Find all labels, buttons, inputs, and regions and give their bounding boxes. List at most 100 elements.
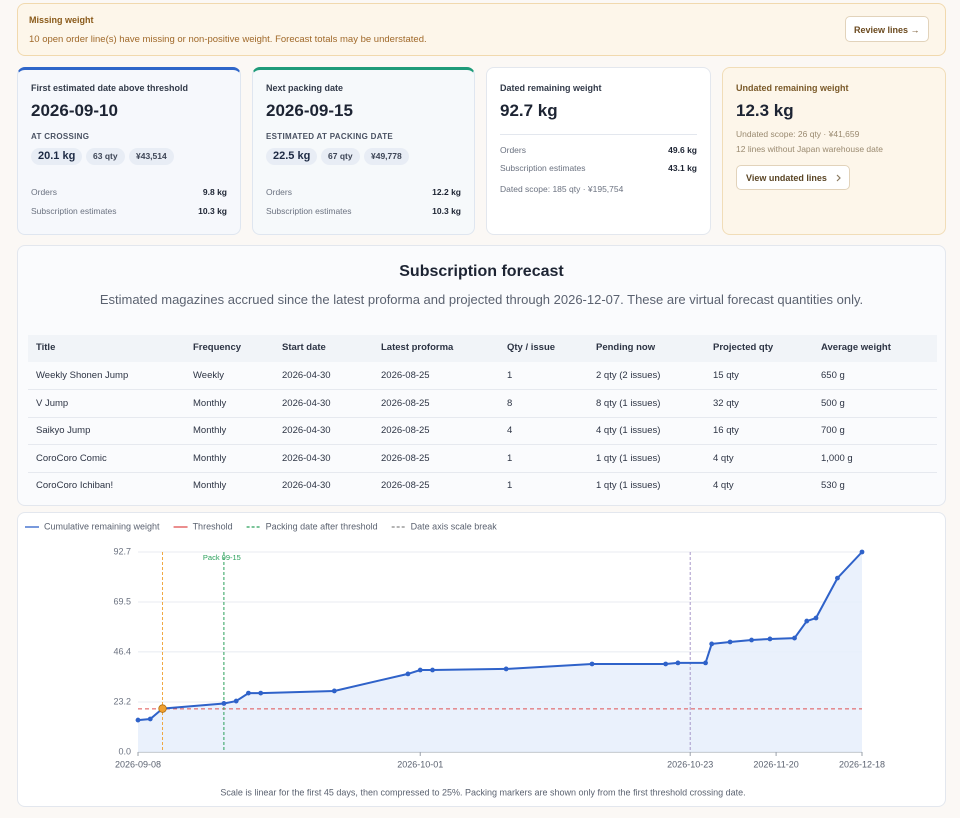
table-cell: 2026-08-25 bbox=[381, 425, 430, 436]
table-cell: 2026-08-25 bbox=[381, 480, 430, 491]
table-cell: 1,000 g bbox=[821, 452, 853, 464]
table-cell: 15 qty bbox=[713, 370, 739, 381]
table-cell: 8 qty (1 issues) bbox=[596, 397, 661, 409]
table-cell: Monthly bbox=[193, 452, 227, 464]
chart-caption: Scale is linear for the first 45 days, t… bbox=[220, 787, 745, 797]
chart: Cumulative remaining weight Threshold Pack… bbox=[25, 521, 885, 797]
card-button[interactable]: View undated lines bbox=[736, 165, 850, 190]
table-cell: 1 bbox=[507, 370, 513, 381]
area bbox=[138, 552, 862, 752]
table-cell: 500 g bbox=[821, 397, 845, 409]
summary-card: First estimated date above threshold 2026… bbox=[17, 67, 241, 235]
row-value: 43.1 kg bbox=[668, 163, 697, 173]
point bbox=[813, 615, 819, 621]
legend-label: Threshold bbox=[193, 521, 233, 531]
card-value: 12.3 kg bbox=[736, 101, 794, 120]
y-tick-label: 46.4 bbox=[113, 646, 131, 656]
table-cell: Weekly Shonen Jump bbox=[36, 370, 129, 381]
table-cell: 2 qty (2 issues) bbox=[596, 370, 661, 381]
alert-title: Missing weight bbox=[29, 15, 94, 25]
point bbox=[663, 661, 669, 667]
y-tick-label: 69.5 bbox=[113, 596, 131, 606]
packing-label: Pack 09-15 bbox=[203, 553, 241, 562]
y-tick-label: 92.7 bbox=[113, 546, 131, 556]
table-cell: 16 qty bbox=[713, 425, 739, 436]
card-title: Dated remaining weight bbox=[500, 83, 602, 93]
table-cell: 650 g bbox=[821, 370, 845, 381]
row-value: 12.2 kg bbox=[432, 187, 461, 197]
summary-card: Next packing date 2026-09-15 ESTIMATED AT … bbox=[252, 67, 475, 235]
x-tick-label: 2026-10-23 bbox=[667, 759, 713, 769]
table-cell: 1 bbox=[507, 480, 513, 491]
forecast-title: Subscription forecast bbox=[399, 263, 564, 280]
divider bbox=[500, 134, 697, 135]
card-note: 12 lines without Japan warehouse date bbox=[736, 144, 883, 154]
point bbox=[135, 717, 141, 723]
y-tick-label: 23.2 bbox=[113, 696, 131, 706]
row-label: Subscription estimates bbox=[31, 206, 117, 216]
review-button[interactable]: Review lines → bbox=[845, 16, 929, 42]
chip: 63 qty bbox=[86, 148, 125, 165]
chip: 67 qty bbox=[321, 148, 360, 165]
table-cell: 4 qty bbox=[713, 480, 734, 491]
card-value: 92.7 kg bbox=[500, 101, 558, 120]
row-divider bbox=[28, 471, 937, 473]
point bbox=[709, 641, 715, 647]
card-title: First estimated date above threshold bbox=[31, 83, 189, 93]
point bbox=[589, 661, 595, 667]
chip: ¥43,514 bbox=[129, 148, 174, 165]
y-tick-label: 0.0 bbox=[118, 746, 131, 756]
card-value: 2026-09-10 bbox=[31, 101, 118, 120]
point bbox=[221, 701, 227, 706]
point bbox=[767, 636, 773, 642]
chip: 20.1 kg bbox=[31, 148, 83, 165]
card-note: Undated scope: 26 qty · ¥41,659 bbox=[736, 129, 860, 139]
card-title: Next packing date bbox=[266, 83, 344, 93]
table-cell: 700 g bbox=[821, 425, 845, 436]
column-header: Start date bbox=[282, 342, 326, 353]
table-cell: 1 qty (1 issues) bbox=[596, 452, 661, 464]
point bbox=[703, 660, 708, 666]
point bbox=[503, 666, 509, 672]
row-divider bbox=[28, 444, 937, 445]
row-divider bbox=[28, 416, 937, 418]
crossing-point bbox=[158, 704, 167, 713]
table-cell: 530 g bbox=[821, 480, 845, 491]
row-value: 10.3 kg bbox=[198, 206, 227, 216]
point bbox=[430, 667, 435, 673]
point bbox=[331, 688, 337, 694]
card-note: Dated scope: 185 qty · ¥195,754 bbox=[500, 184, 624, 194]
table-cell: 2026-04-30 bbox=[282, 370, 331, 381]
alert-banner: Missing weight 10 open order line(s) have… bbox=[17, 3, 946, 56]
row-divider bbox=[28, 389, 937, 390]
table-cell: 1 qty (1 issues) bbox=[596, 480, 661, 491]
summary-card: Undated remaining weight 12.3 kg Undated s… bbox=[722, 67, 946, 235]
column-header: Frequency bbox=[193, 342, 242, 353]
alert-message: 10 open order line(s) have missing or no… bbox=[29, 34, 427, 45]
point bbox=[405, 671, 411, 677]
point bbox=[417, 667, 423, 673]
row-value: 49.6 kg bbox=[668, 145, 697, 155]
table-cell: CoroCoro Comic bbox=[36, 452, 107, 464]
chip: 22.5 kg bbox=[266, 148, 318, 165]
row-label: Orders bbox=[266, 187, 292, 197]
table-cell: Monthly bbox=[193, 480, 227, 491]
column-header: Qty / issue bbox=[507, 342, 556, 353]
column-header: Average weight bbox=[821, 342, 891, 353]
forecast-section: Subscription forecast Estimated magazines… bbox=[17, 245, 946, 506]
table-cell: 8 bbox=[507, 397, 513, 409]
chart-card: Cumulative remaining weight Threshold Pack… bbox=[17, 512, 946, 807]
table-cell: Monthly bbox=[193, 425, 227, 436]
card-sublabel: AT CROSSING bbox=[31, 132, 90, 141]
chevron-icon bbox=[836, 174, 841, 182]
row-value: 10.3 kg bbox=[432, 206, 461, 216]
point bbox=[675, 660, 681, 666]
point bbox=[246, 690, 251, 696]
legend-label: Cumulative remaining weight bbox=[44, 521, 160, 531]
table-cell: Weekly bbox=[193, 370, 224, 381]
row-label: Orders bbox=[31, 187, 57, 197]
table-cell: 4 qty bbox=[713, 452, 734, 464]
point bbox=[835, 575, 840, 581]
table-cell: Saikyo Jump bbox=[36, 425, 91, 436]
table-cell: 4 qty (1 issues) bbox=[596, 425, 661, 436]
